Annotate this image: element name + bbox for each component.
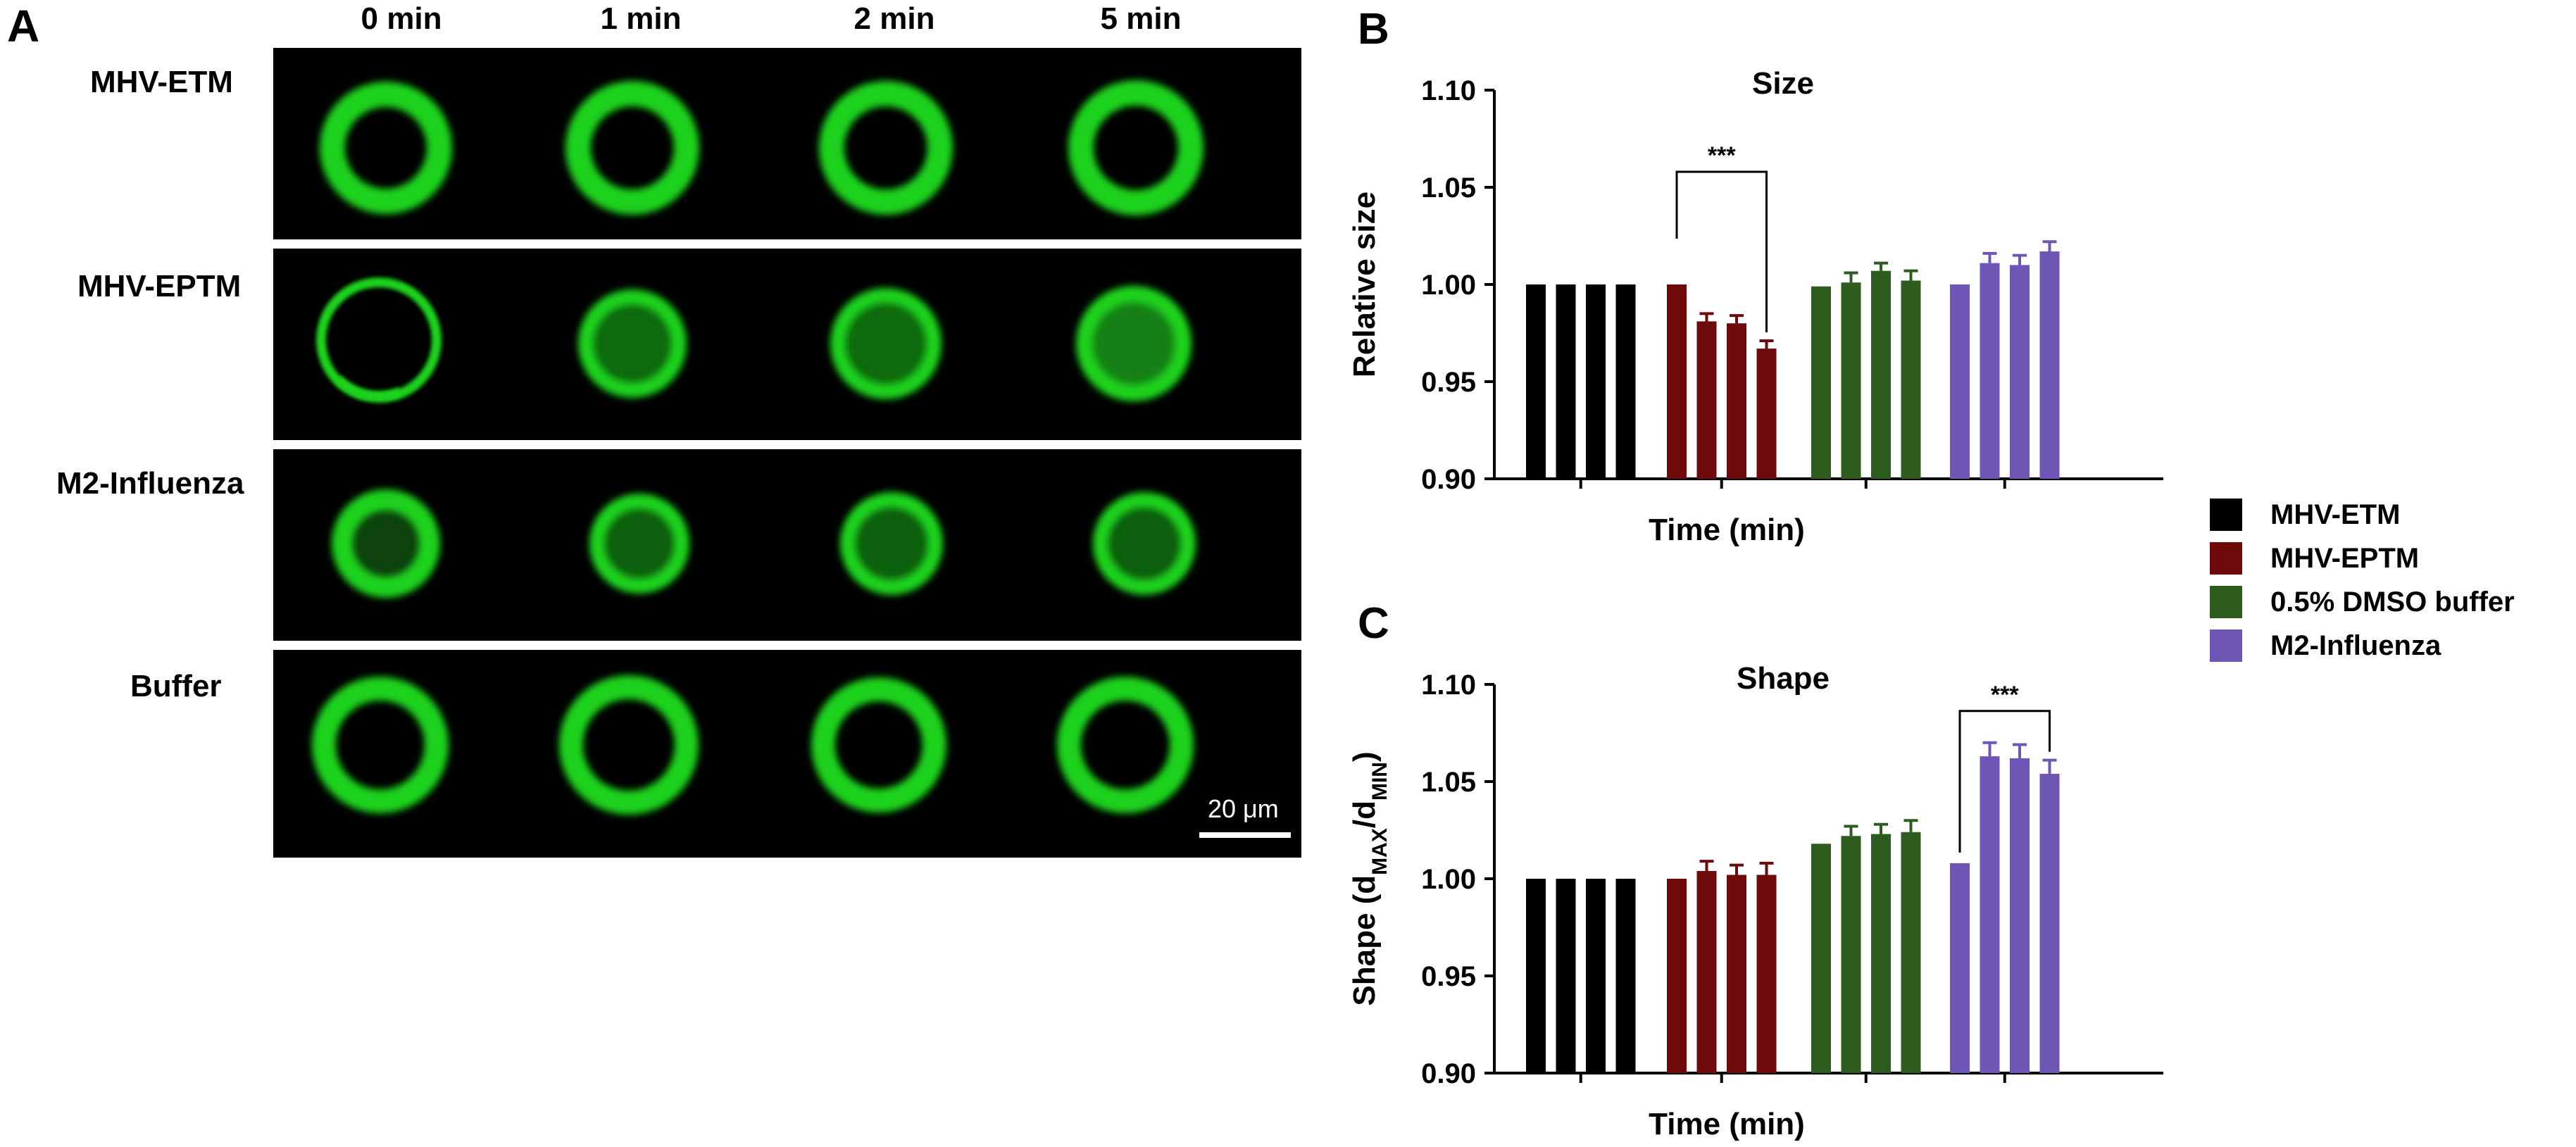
bar	[1696, 321, 1717, 479]
vesicle-row-mhv-eptm	[316, 277, 1192, 403]
time-label-3: 5 min	[1100, 1, 1182, 36]
y-axis-label-part: )	[1347, 751, 1382, 762]
x-axis-label: Time (min)	[1649, 513, 1805, 547]
bar	[1950, 284, 1970, 479]
bar	[2010, 265, 2030, 479]
legend-label: 0.5% DMSO buffer	[2270, 586, 2515, 618]
legend-item-m2-influenza: M2-Influenza	[2210, 624, 2515, 667]
y-tick-label: 0.95	[1421, 367, 1476, 398]
y-tick-label: 1.10	[1421, 75, 1476, 106]
significance-label: ***	[1708, 142, 1736, 169]
significance-bracket	[1675, 170, 1768, 333]
bar	[1811, 844, 1831, 1073]
bar	[1756, 875, 1777, 1073]
y-tick-label: 1.05	[1421, 767, 1476, 798]
bar	[1615, 879, 1636, 1073]
bar	[1667, 284, 1687, 479]
panel-letter-b: B	[1358, 5, 1389, 54]
panel-letter-c: C	[1358, 599, 1389, 648]
scale-bar-label: 20 μm	[1208, 794, 1279, 823]
significance-label: ***	[1991, 682, 2019, 708]
y-tick-label: 1.00	[1421, 864, 1476, 895]
time-label-0: 0 min	[361, 1, 442, 36]
y-tick-label: 1.00	[1421, 270, 1476, 301]
chart-title: Size	[1752, 66, 1814, 101]
scale-bar	[1199, 832, 1291, 838]
bar	[1667, 879, 1687, 1073]
bar	[1980, 756, 2000, 1073]
y-axis-label-subscript: MAX	[1368, 828, 1392, 875]
vesicle-row-mhv-etm	[320, 80, 1203, 215]
bar	[1901, 280, 1921, 479]
legend-label: M2-Influenza	[2270, 629, 2441, 661]
bar	[1586, 284, 1606, 479]
row-label-m2-influenza: M2-Influenza	[56, 466, 244, 501]
bar	[1526, 284, 1546, 479]
x-axis-label: Time (min)	[1649, 1107, 1805, 1141]
y-axis-label-part: /d	[1347, 801, 1382, 828]
legend-label: MHV-EPTM	[2270, 542, 2420, 574]
bar	[1950, 863, 1970, 1073]
y-axis-label-subscript: MIN	[1368, 762, 1392, 801]
bar	[1841, 836, 1861, 1073]
vesicle-row-m2-influenza	[332, 489, 1196, 598]
bar	[1871, 270, 1891, 479]
y-axis-label-part: Shape (d	[1347, 875, 1382, 1006]
bar	[1841, 282, 1861, 479]
time-label-2: 2 min	[854, 1, 935, 36]
chart-title: Shape	[1737, 661, 1830, 696]
time-label-1: 1 min	[600, 1, 682, 36]
bar	[1871, 834, 1891, 1073]
y-tick-label: 1.10	[1421, 670, 1476, 701]
panel-a-letter: A	[7, 1, 40, 51]
legend-item-mhv-eptm: MHV-EPTM	[2210, 537, 2515, 580]
vesicle-row-buffer	[312, 675, 1194, 815]
significance-bracket	[1958, 710, 2051, 853]
bar	[1696, 870, 1717, 1073]
bar	[1615, 284, 1636, 479]
bar	[1811, 286, 1831, 479]
bar	[1727, 875, 1746, 1073]
legend-swatch-mhv-etm	[2210, 499, 2242, 531]
micrograph-grid	[273, 48, 1301, 858]
legend-swatch-m2-influenza	[2210, 629, 2242, 662]
y-tick-label: 0.95	[1421, 961, 1476, 992]
bar	[1980, 263, 2000, 479]
legend-swatch-dmso-buffer	[2210, 586, 2242, 618]
bar	[1556, 284, 1576, 479]
bar	[1727, 323, 1746, 479]
row-label-buffer: Buffer	[130, 669, 222, 703]
row-label-mhv-etm: MHV-ETM	[90, 65, 233, 99]
y-tick-label: 0.90	[1421, 464, 1476, 495]
legend-swatch-mhv-eptm	[2210, 542, 2242, 575]
bar	[1556, 879, 1576, 1073]
bar	[1526, 879, 1546, 1073]
y-axis-label: Relative size	[1347, 192, 1382, 377]
y-tick-label: 0.90	[1421, 1058, 1476, 1089]
bar	[2039, 773, 2060, 1073]
legend-item-mhv-etm: MHV-ETM	[2210, 493, 2515, 537]
bar	[1756, 349, 1777, 479]
bar-charts: B Size 0.90 0.95 1.00 1.05 1.10 Relative size Ti…	[1347, 5, 2163, 1141]
bar	[2039, 251, 2060, 479]
legend-label: MHV-ETM	[2270, 499, 2401, 530]
bar	[1901, 832, 1921, 1073]
legend: MHV-ETM MHV-EPTM 0.5% DMSO buffer M2-Inf…	[2210, 493, 2515, 667]
y-tick-label: 1.05	[1421, 173, 1476, 203]
legend-item-dmso-buffer: 0.5% DMSO buffer	[2210, 580, 2515, 624]
y-axis-label: Shape (dMAX/dMIN)	[1347, 751, 1392, 1005]
bar	[1586, 879, 1606, 1073]
row-label-mhv-eptm: MHV-EPTM	[77, 269, 242, 303]
bar	[2010, 758, 2030, 1073]
